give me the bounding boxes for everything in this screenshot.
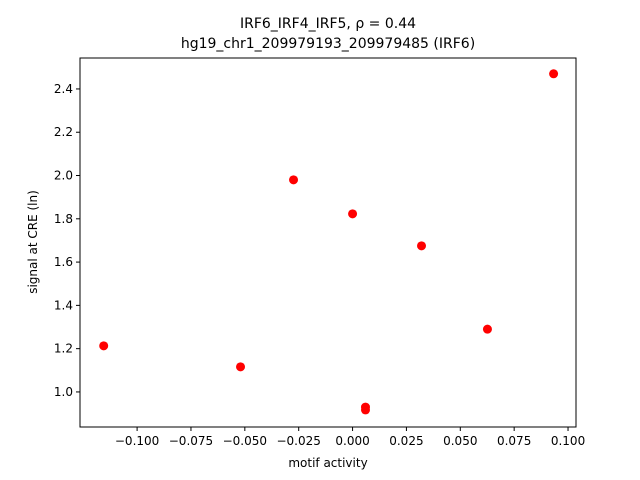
x-tick-label: 0.100 (551, 434, 585, 448)
point (236, 362, 246, 372)
point (482, 324, 492, 334)
x-tick-label: −0.050 (223, 434, 267, 448)
x-tick-label: 0.075 (497, 434, 531, 448)
x-tick-label: 0.000 (335, 434, 369, 448)
point (417, 241, 427, 251)
point (289, 175, 299, 185)
x-tick-label: 0.025 (389, 434, 423, 448)
y-tick-label: 1.6 (54, 255, 73, 269)
x-tick-label: −0.075 (169, 434, 213, 448)
point (549, 69, 559, 79)
chart-title: IRF6_IRF4_IRF5, ρ = 0.44 (240, 16, 416, 32)
y-tick-label: 1.2 (54, 342, 73, 356)
point (99, 341, 109, 351)
y-tick-label: 1.4 (54, 298, 73, 312)
x-tick-label: 0.050 (443, 434, 477, 448)
x-axis-label: motif activity (288, 456, 367, 470)
y-tick-label: 2.4 (54, 82, 73, 96)
y-tick-label: 1.0 (54, 385, 73, 399)
y-axis-label: signal at CRE (ln) (26, 190, 40, 294)
x-tick-label: −0.025 (276, 434, 320, 448)
x-tick-label: −0.100 (115, 434, 159, 448)
plot-frame (79, 57, 577, 428)
y-tick-label: 1.8 (54, 212, 73, 226)
point (360, 405, 370, 415)
y-tick-label: 2.2 (54, 125, 73, 139)
chart-subtitle: hg19_chr1_209979193_209979485 (IRF6) (181, 36, 475, 52)
point (348, 209, 358, 219)
y-tick-label: 2.0 (54, 169, 73, 183)
